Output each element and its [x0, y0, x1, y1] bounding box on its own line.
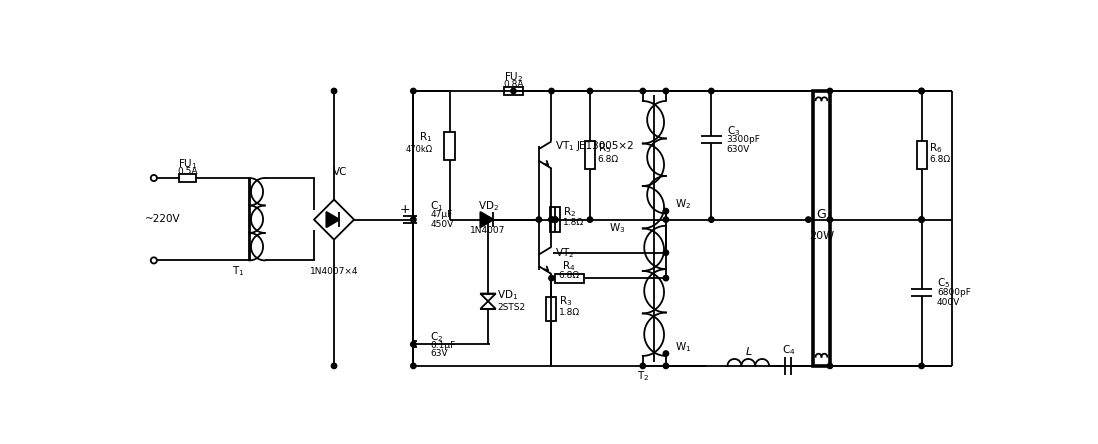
Circle shape: [827, 88, 832, 94]
Text: R$_5$: R$_5$: [597, 141, 610, 155]
Text: 2STS2: 2STS2: [497, 303, 526, 312]
Bar: [179, 174, 197, 182]
Text: C$_4$: C$_4$: [782, 344, 795, 357]
Bar: [445, 132, 455, 160]
Circle shape: [411, 363, 416, 369]
Text: JE13005×2: JE13005×2: [576, 141, 634, 151]
Circle shape: [663, 351, 669, 356]
Text: W$_3$: W$_3$: [609, 222, 626, 235]
Circle shape: [663, 363, 669, 369]
Text: R$_4$: R$_4$: [562, 260, 576, 274]
Text: 0.5A: 0.5A: [178, 167, 198, 176]
Text: C$_1$: C$_1$: [430, 199, 444, 213]
Text: +: +: [400, 203, 411, 217]
Circle shape: [919, 217, 925, 222]
Text: C$_5$: C$_5$: [937, 277, 950, 290]
Circle shape: [552, 217, 558, 222]
Circle shape: [663, 275, 669, 281]
Text: R$_2$: R$_2$: [563, 205, 576, 219]
Text: ~220V: ~220V: [145, 214, 181, 224]
Text: C$_2$: C$_2$: [430, 330, 444, 344]
Circle shape: [485, 217, 491, 222]
Bar: [917, 142, 927, 169]
Circle shape: [708, 88, 714, 94]
Text: VC: VC: [333, 167, 347, 177]
Polygon shape: [326, 212, 339, 227]
Circle shape: [411, 341, 416, 347]
Text: W$_1$: W$_1$: [675, 340, 692, 353]
Circle shape: [511, 88, 516, 94]
Bar: [550, 207, 560, 232]
Circle shape: [806, 217, 811, 222]
Text: VD$_2$: VD$_2$: [478, 199, 498, 213]
Text: VT$_1$: VT$_1$: [556, 139, 575, 153]
Text: 6.8Ω: 6.8Ω: [559, 271, 580, 280]
Text: T$_1$: T$_1$: [232, 264, 244, 278]
Text: 6800pF: 6800pF: [937, 288, 971, 297]
Circle shape: [708, 217, 714, 222]
Circle shape: [663, 208, 669, 214]
Text: $L$: $L$: [744, 345, 752, 357]
Circle shape: [411, 88, 416, 94]
Circle shape: [919, 217, 925, 222]
Text: 1.8Ω: 1.8Ω: [559, 308, 581, 317]
Circle shape: [663, 250, 669, 255]
Circle shape: [919, 88, 925, 94]
Text: VT$_2$: VT$_2$: [556, 246, 574, 260]
Circle shape: [919, 88, 925, 94]
Text: 1N4007: 1N4007: [470, 226, 506, 235]
Text: W$_2$: W$_2$: [675, 197, 692, 211]
Circle shape: [640, 363, 646, 369]
Bar: [547, 297, 557, 321]
Circle shape: [663, 88, 669, 94]
Circle shape: [332, 88, 337, 94]
Circle shape: [332, 363, 337, 369]
Text: FU$_2$: FU$_2$: [504, 70, 524, 84]
Text: 1N4007×4: 1N4007×4: [310, 267, 358, 277]
Text: 0.1μF: 0.1μF: [430, 341, 456, 349]
Text: 470kΩ: 470kΩ: [405, 145, 433, 154]
Circle shape: [827, 363, 832, 369]
Text: T$_2$: T$_2$: [637, 369, 649, 383]
Text: 400V: 400V: [937, 298, 960, 307]
Circle shape: [640, 88, 646, 94]
Circle shape: [587, 88, 593, 94]
Circle shape: [663, 217, 669, 222]
Polygon shape: [480, 212, 493, 227]
Text: G: G: [817, 208, 827, 221]
Circle shape: [827, 217, 832, 222]
Circle shape: [549, 217, 554, 222]
Text: 47μF: 47μF: [430, 210, 452, 219]
Circle shape: [549, 88, 554, 94]
Circle shape: [919, 363, 925, 369]
Text: 1.8Ω: 1.8Ω: [563, 218, 584, 227]
Text: R$_1$: R$_1$: [419, 130, 433, 144]
Bar: [813, 91, 830, 366]
Circle shape: [587, 217, 593, 222]
Circle shape: [549, 217, 554, 222]
Text: 3300pF: 3300pF: [727, 135, 761, 144]
Text: VD$_1$: VD$_1$: [497, 288, 518, 302]
Text: 6.8Ω: 6.8Ω: [597, 155, 619, 164]
Text: R$_3$: R$_3$: [559, 294, 572, 308]
Circle shape: [411, 217, 416, 222]
Text: 63V: 63V: [430, 349, 448, 358]
Bar: [504, 87, 523, 95]
Bar: [585, 142, 595, 169]
Text: 630V: 630V: [727, 146, 750, 155]
Text: R$_6$: R$_6$: [929, 141, 943, 155]
Text: 0.8A: 0.8A: [503, 80, 524, 89]
Circle shape: [549, 275, 554, 281]
Text: 450V: 450V: [430, 221, 453, 230]
Circle shape: [552, 217, 558, 222]
Text: 6.8Ω: 6.8Ω: [929, 155, 951, 164]
Text: FU$_1$: FU$_1$: [178, 157, 198, 171]
Text: 20W: 20W: [809, 231, 834, 241]
Bar: [554, 274, 584, 283]
Circle shape: [536, 217, 541, 222]
Text: C$_3$: C$_3$: [727, 124, 740, 138]
